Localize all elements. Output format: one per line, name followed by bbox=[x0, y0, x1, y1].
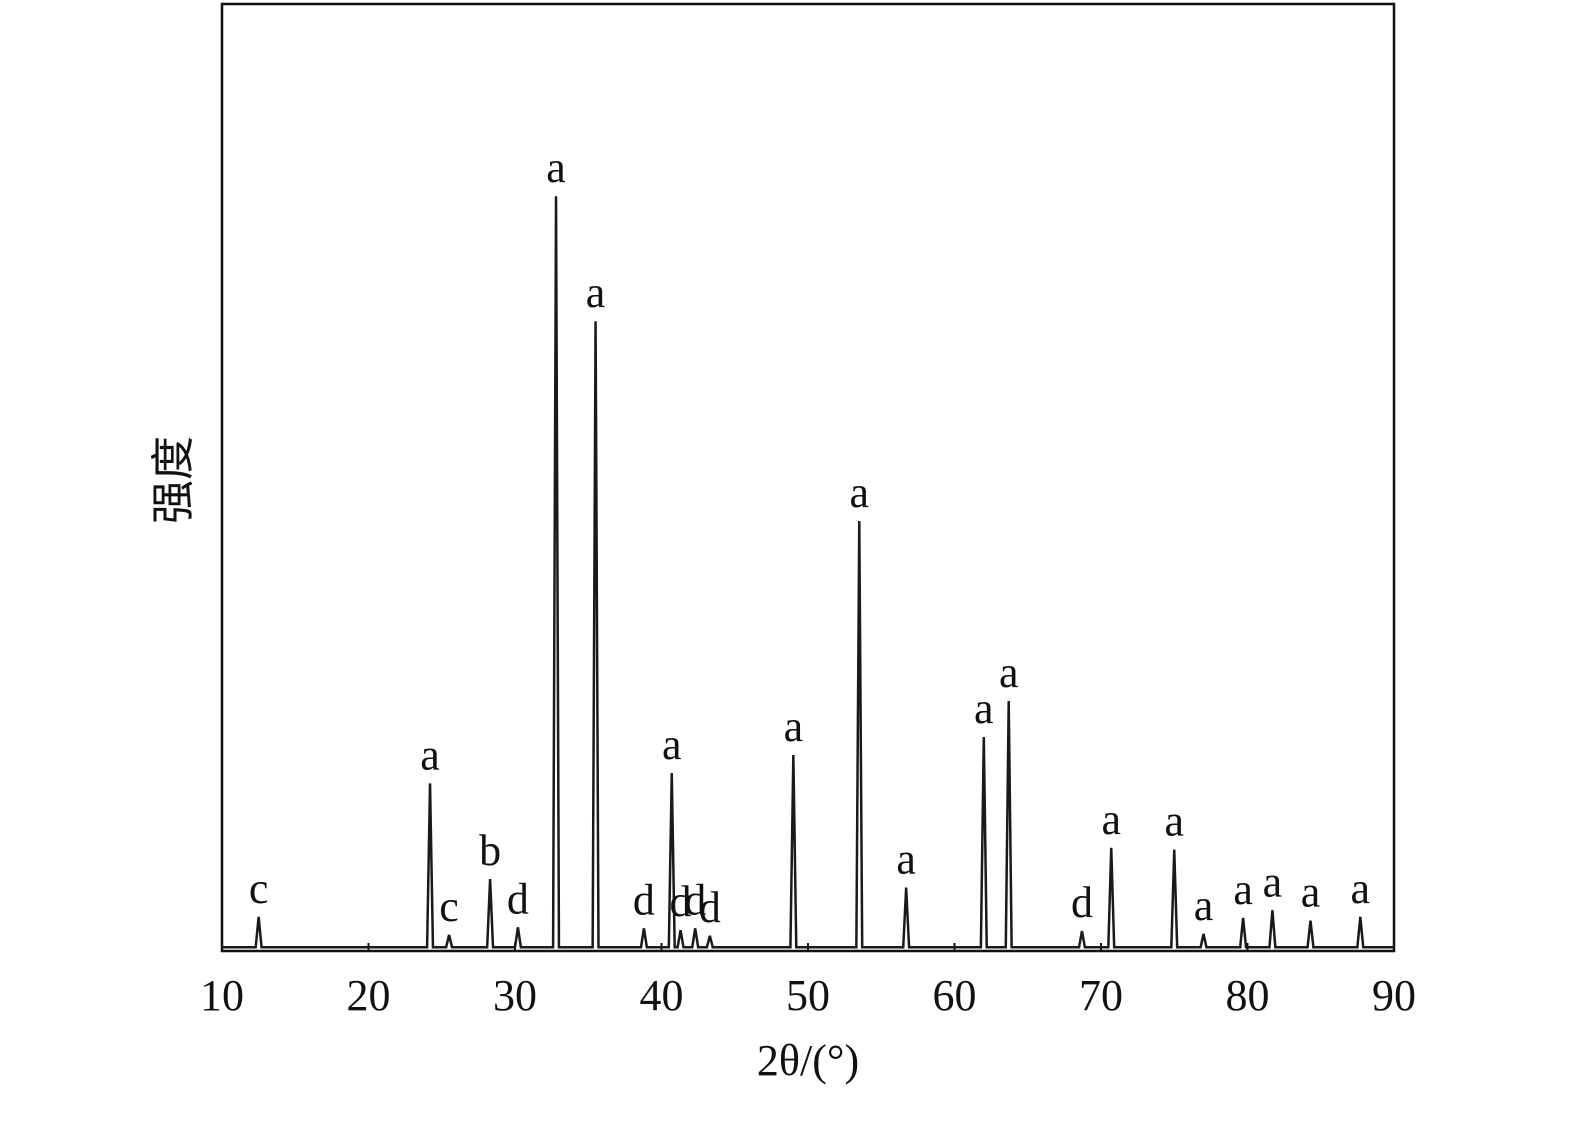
x-tick-label: 70 bbox=[1079, 971, 1123, 1020]
peak-label: a bbox=[1351, 864, 1371, 913]
peak-label: a bbox=[784, 702, 804, 751]
peak-label: c bbox=[439, 882, 459, 931]
peak-label: a bbox=[546, 143, 566, 192]
peak-label: a bbox=[850, 468, 870, 517]
peak-label: a bbox=[420, 730, 440, 779]
plot-frame bbox=[220, 2, 1396, 953]
peak-label: d bbox=[507, 874, 529, 923]
x-tick-label: 30 bbox=[493, 971, 537, 1020]
peak-label: d bbox=[684, 875, 706, 924]
x-tick-label: 10 bbox=[200, 971, 244, 1020]
peak-label: a bbox=[1301, 868, 1321, 917]
peak-label: c bbox=[249, 864, 269, 913]
peak-label: a bbox=[999, 648, 1019, 697]
x-tick-label: 20 bbox=[347, 971, 391, 1020]
x-tick-label: 40 bbox=[640, 971, 684, 1020]
peak-label: a bbox=[1194, 881, 1214, 930]
peak-label: d bbox=[1071, 878, 1093, 927]
peak-label: a bbox=[974, 684, 994, 733]
peak-label: d bbox=[633, 875, 655, 924]
peak-label: a bbox=[896, 835, 916, 884]
peak-label: b bbox=[479, 826, 501, 875]
x-tick-label: 60 bbox=[933, 971, 977, 1020]
peak-label: a bbox=[1101, 795, 1121, 844]
x-tick-label: 80 bbox=[1226, 971, 1270, 1020]
peak-label: d bbox=[670, 877, 692, 926]
x-axis-label: 2θ/(°) bbox=[757, 1036, 859, 1085]
peak-label: d bbox=[699, 883, 721, 932]
peak-label: a bbox=[662, 720, 682, 769]
xrd-pattern bbox=[222, 196, 1394, 949]
peak-label: a bbox=[1164, 797, 1184, 846]
x-tick-label: 90 bbox=[1372, 971, 1416, 1020]
x-tick-label: 50 bbox=[786, 971, 830, 1020]
peak-label: a bbox=[586, 268, 606, 317]
y-axis-label: 强度 bbox=[149, 436, 198, 524]
peak-label: a bbox=[1233, 865, 1253, 914]
peak-label: a bbox=[1263, 857, 1283, 906]
